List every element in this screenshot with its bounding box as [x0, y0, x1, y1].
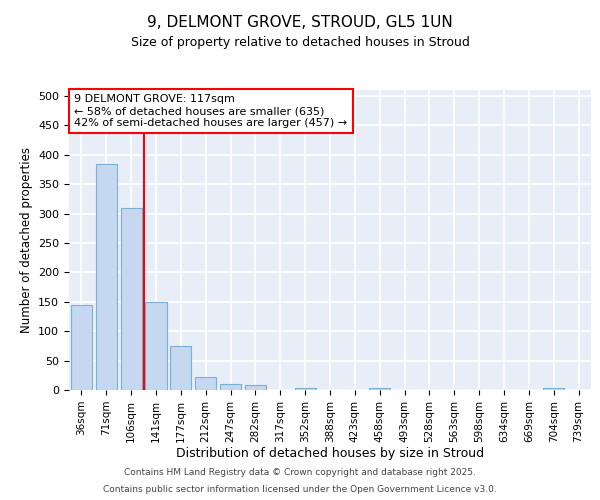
Bar — [145, 302, 167, 390]
Text: 9, DELMONT GROVE, STROUD, GL5 1UN: 9, DELMONT GROVE, STROUD, GL5 1UN — [147, 15, 453, 30]
X-axis label: Distribution of detached houses by size in Stroud: Distribution of detached houses by size … — [176, 448, 484, 460]
Bar — [245, 386, 266, 390]
Bar — [96, 164, 117, 390]
Y-axis label: Number of detached properties: Number of detached properties — [20, 147, 32, 333]
Bar — [543, 388, 564, 390]
Bar — [220, 384, 241, 390]
Bar — [71, 304, 92, 390]
Bar — [195, 377, 216, 390]
Text: Contains public sector information licensed under the Open Government Licence v3: Contains public sector information licen… — [103, 486, 497, 494]
Bar — [170, 346, 191, 390]
Text: 9 DELMONT GROVE: 117sqm
← 58% of detached houses are smaller (635)
42% of semi-d: 9 DELMONT GROVE: 117sqm ← 58% of detache… — [74, 94, 347, 128]
Text: Size of property relative to detached houses in Stroud: Size of property relative to detached ho… — [131, 36, 469, 49]
Bar — [369, 388, 390, 390]
Bar — [121, 208, 142, 390]
Bar — [295, 388, 316, 390]
Text: Contains HM Land Registry data © Crown copyright and database right 2025.: Contains HM Land Registry data © Crown c… — [124, 468, 476, 477]
